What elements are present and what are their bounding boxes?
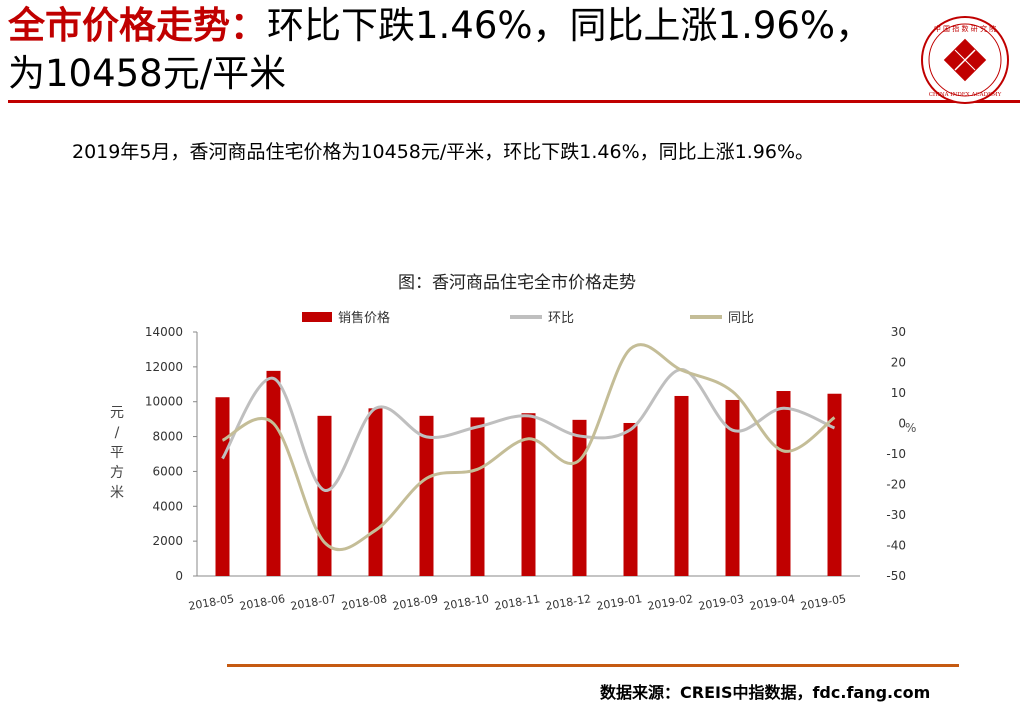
lines bbox=[221, 343, 836, 552]
y-tick-label: 0 bbox=[175, 569, 183, 583]
y-tick-label: 2000 bbox=[152, 534, 183, 548]
y-axis-ticks: 0 2000 4000 6000 8000 10000 12000 14000 bbox=[145, 325, 197, 583]
legend-label-bar: 销售价格 bbox=[338, 310, 390, 326]
y2-tick-label: 0 bbox=[898, 417, 906, 431]
y2-tick-label: -10 bbox=[886, 447, 906, 461]
summary-text: 2019年5月，香河商品住宅价格为10458元/平米，环比下跌1.46%，同比上… bbox=[72, 141, 815, 163]
price-bar bbox=[419, 415, 434, 576]
y-label-char: 平 bbox=[110, 445, 124, 461]
y-axis-label: 元 / 平方米 bbox=[110, 405, 124, 501]
title-text: 环比下跌1.46%，同比上涨1.96%，为10458元/平米 bbox=[8, 4, 873, 95]
footer-divider bbox=[227, 664, 959, 667]
x-tick-label: 2018-06 bbox=[238, 592, 286, 613]
price-bar bbox=[827, 393, 842, 576]
y-tick-label: 6000 bbox=[152, 464, 183, 478]
y2-tick-label: 10 bbox=[891, 386, 906, 400]
y2-tick-label: -50 bbox=[886, 569, 906, 583]
y2-axis-label: % bbox=[905, 421, 916, 435]
legend-swatch-bar bbox=[302, 312, 332, 322]
y-tick-label: 8000 bbox=[152, 430, 183, 444]
x-tick-label: 2018-09 bbox=[391, 592, 439, 613]
x-tick-label: 2018-10 bbox=[442, 592, 490, 613]
y2-axis-ticks: -50 -40 -30 -20 -10 0 10 20 30 bbox=[886, 325, 906, 583]
x-tick-label: 2018-11 bbox=[493, 592, 541, 613]
page-title: 全市价格走势：环比下跌1.46%，同比上涨1.96%，为10458元/平米 bbox=[8, 2, 888, 98]
price-bar bbox=[317, 415, 332, 576]
price-bar bbox=[725, 399, 740, 576]
mom-line bbox=[221, 367, 836, 492]
chart-title: 图：香河商品住宅全市价格走势 bbox=[398, 273, 636, 293]
price-bar bbox=[572, 419, 587, 576]
x-tick-label: 2019-02 bbox=[646, 592, 694, 613]
x-tick-label: 2019-01 bbox=[595, 592, 643, 613]
y2-tick-label: -40 bbox=[886, 539, 906, 553]
y-tick-label: 10000 bbox=[145, 395, 183, 409]
title-highlight: 全市价格走势： bbox=[8, 4, 267, 47]
x-axis-ticks: 2018-05 2018-06 2018-07 2018-08 2018-09 2018-… bbox=[187, 592, 847, 613]
price-bar bbox=[674, 395, 689, 576]
legend-label-mom: 环比 bbox=[548, 311, 574, 326]
price-bar bbox=[776, 391, 791, 576]
y-tick-label: 4000 bbox=[152, 499, 183, 513]
data-source: 数据来源：CREIS中指数据，fdc.fang.com bbox=[600, 683, 931, 702]
x-tick-label: 2018-08 bbox=[340, 592, 388, 613]
price-trend-chart: 图：香河商品住宅全市价格走势 销售价格 环比 同比 0 2000 4000 6000 8… bbox=[110, 273, 916, 613]
y-tick-label: 12000 bbox=[145, 360, 183, 374]
yoy-line bbox=[221, 343, 836, 552]
y-label-char: 米 bbox=[110, 485, 124, 501]
price-bar bbox=[266, 370, 281, 576]
y-label-char: 方 bbox=[110, 465, 124, 481]
price-bar bbox=[623, 422, 638, 576]
title-divider bbox=[8, 100, 1020, 103]
bars bbox=[215, 370, 842, 576]
price-bar bbox=[521, 413, 536, 576]
chart-legend: 销售价格 环比 同比 bbox=[302, 310, 754, 326]
x-tick-label: 2018-07 bbox=[289, 592, 337, 613]
y-label-char: 元 bbox=[110, 405, 124, 421]
price-bar bbox=[368, 408, 383, 576]
y2-tick-label: 30 bbox=[891, 325, 906, 339]
china-index-academy-seal: 中 国 指 数 研 究 院 CHINA INDEX ACADEMY bbox=[921, 16, 1009, 104]
legend-label-yoy: 同比 bbox=[728, 311, 754, 326]
x-tick-label: 2019-04 bbox=[748, 592, 796, 613]
x-tick-label: 2019-05 bbox=[799, 592, 847, 613]
price-bar bbox=[215, 397, 230, 576]
y-label-char: / bbox=[115, 425, 120, 441]
y2-tick-label: -30 bbox=[886, 508, 906, 522]
x-tick-label: 2018-05 bbox=[187, 592, 235, 613]
svg-text:CHINA INDEX ACADEMY: CHINA INDEX ACADEMY bbox=[929, 92, 1002, 98]
svg-text:中 国 指 数 研 究 院: 中 国 指 数 研 究 院 bbox=[934, 24, 996, 33]
x-tick-label: 2019-03 bbox=[697, 592, 745, 613]
y-tick-label: 14000 bbox=[145, 325, 183, 339]
price-bar bbox=[470, 417, 485, 576]
y2-tick-label: -20 bbox=[886, 478, 906, 492]
x-tick-label: 2018-12 bbox=[544, 592, 592, 613]
y2-tick-label: 20 bbox=[891, 356, 906, 370]
